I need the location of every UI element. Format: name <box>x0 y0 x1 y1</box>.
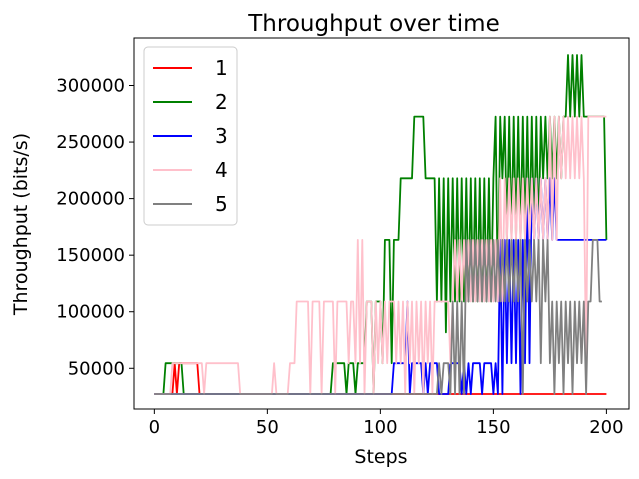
y-axis: 50000 100000 150000 200000 250000 300000 <box>56 76 134 379</box>
legend-label-2: 2 <box>215 90 228 114</box>
legend-label-4: 4 <box>215 158 228 182</box>
x-tick-label: 50 <box>256 417 279 438</box>
series-5-line <box>154 239 602 395</box>
y-tick-label: 200000 <box>56 189 125 210</box>
legend: 1 2 3 4 5 <box>143 46 238 226</box>
x-tick-label: 0 <box>149 417 160 438</box>
y-axis-label: Throughput (bits/s) <box>10 133 32 316</box>
chart-title: Throughput over time <box>247 11 499 37</box>
y-tick-label: 300000 <box>56 76 125 97</box>
plot-area <box>154 54 608 395</box>
x-axis: 0 50 100 150 200 <box>149 409 624 438</box>
y-tick-label: 50000 <box>68 358 125 379</box>
y-tick-label: 250000 <box>56 132 125 153</box>
plot-frame <box>133 37 630 410</box>
x-tick-label: 150 <box>476 417 510 438</box>
y-tick-label: 150000 <box>56 245 125 266</box>
x-tick-label: 100 <box>363 417 397 438</box>
legend-label-5: 5 <box>215 192 228 216</box>
x-tick-label: 200 <box>589 417 623 438</box>
x-axis-label: Steps <box>354 446 407 468</box>
series-4-line <box>154 115 607 395</box>
legend-label-1: 1 <box>215 56 228 80</box>
legend-label-3: 3 <box>215 124 228 148</box>
y-tick-label: 100000 <box>56 302 125 323</box>
